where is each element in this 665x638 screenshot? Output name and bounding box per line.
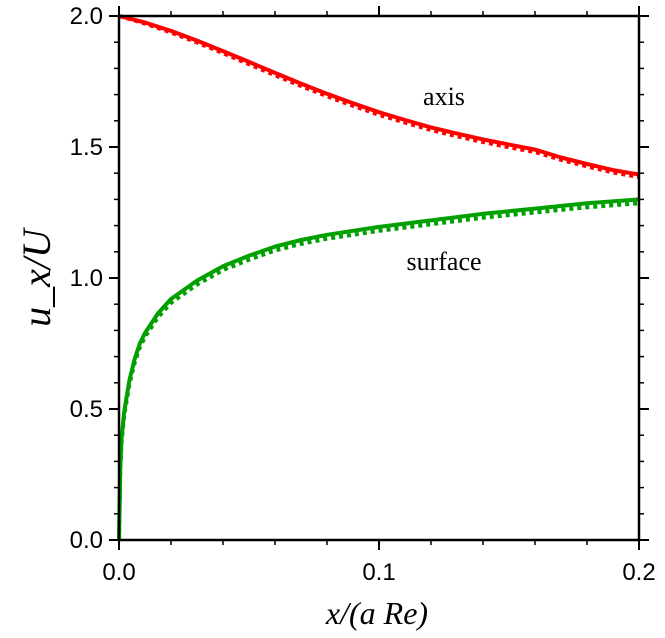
x-tick-label: 0.1 <box>362 559 395 586</box>
series-line-0 <box>118 14 640 177</box>
x-tick-label: 0.2 <box>622 559 655 586</box>
x-axis-label-text: x/(a Re) <box>325 595 428 631</box>
annotations-layer: axis surface <box>406 82 481 276</box>
series-line-1 <box>118 14 640 180</box>
y-tick-label: 1.0 <box>70 265 103 292</box>
series-line-3 <box>117 201 640 541</box>
plot-frame <box>117 14 641 542</box>
y-tick-label: 0.0 <box>70 527 103 554</box>
ticks-layer: 0.0 0.1 0.2 0.0 0.5 1.0 1.5 2.0 <box>70 3 656 586</box>
y-tick-label: 0.5 <box>70 396 103 423</box>
series-line-2 <box>117 197 640 541</box>
x-axis-label: x/(a Re) <box>325 595 428 631</box>
y-axis-label: u_x/U <box>14 226 59 327</box>
y-tick-label: 2.0 <box>70 3 103 30</box>
y-tick-label: 1.5 <box>70 134 103 161</box>
annotation-surface: surface <box>406 247 481 276</box>
annotation-axis: axis <box>423 82 465 111</box>
x-tick-label: 0.0 <box>102 559 135 586</box>
series-layer <box>117 14 640 541</box>
